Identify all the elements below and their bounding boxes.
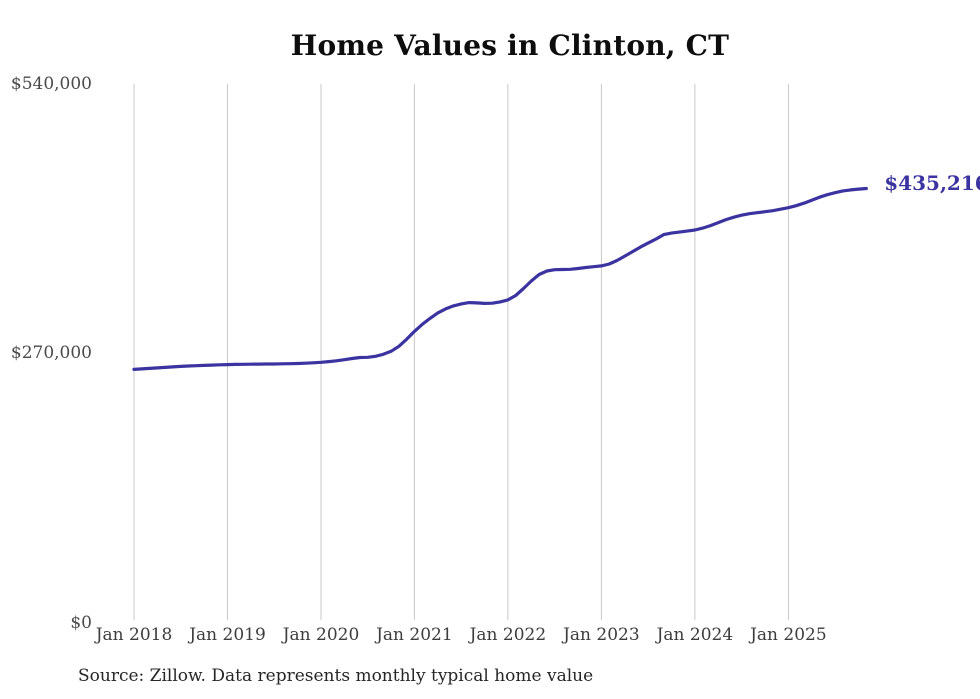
x-axis-tick-label: Jan 2019 [189, 625, 266, 645]
chart-title: Home Values in Clinton, CT [290, 29, 730, 62]
x-axis-tick-label: Jan 2022 [469, 625, 547, 645]
x-axis-tick-label: Jan 2025 [750, 625, 827, 645]
x-axis-tick-label: Jan 2024 [656, 625, 734, 645]
y-axis-tick-label: $540,000 [10, 74, 92, 94]
x-axis-tick-label: Jan 2018 [95, 625, 173, 645]
y-axis-tick-label: $270,000 [10, 343, 92, 364]
x-axis-tick-label: Jan 2023 [563, 625, 640, 645]
end-value-label: $435,216 [884, 170, 980, 195]
x-axis-tick-label: Jan 2021 [376, 625, 453, 645]
y-axis-tick-label: $0 [70, 612, 92, 633]
home-value-line [132, 186, 868, 371]
source-note: Source: Zillow. Data represents monthly … [78, 666, 594, 686]
x-axis-tick-label: Jan 2020 [282, 625, 360, 645]
